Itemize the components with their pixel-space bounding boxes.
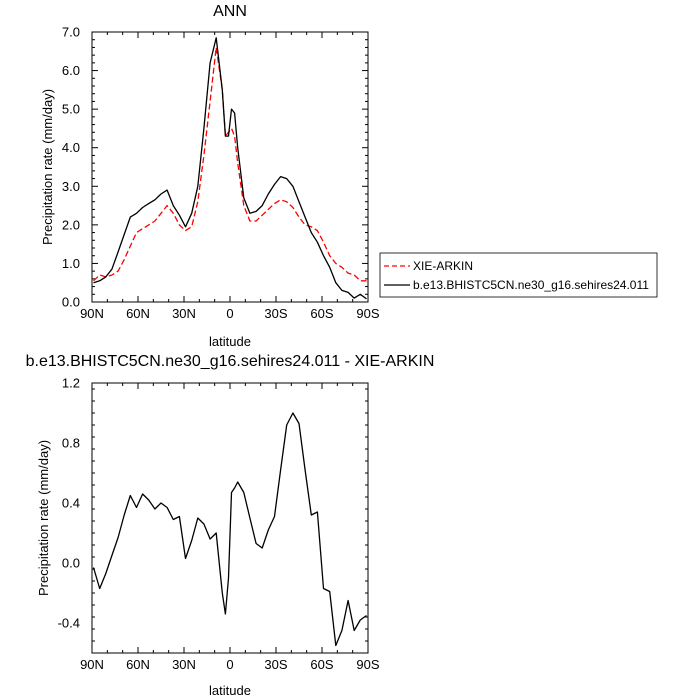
bottom-x-tick-label: 90N <box>80 657 104 672</box>
top-chart: ANN latitude Precipitation rate (mm/day)… <box>40 3 380 349</box>
top-series-lines <box>93 37 367 300</box>
top-y-tick-label: 3.0 <box>62 179 80 194</box>
bottom-y-ticks: -0.4 0.0 0.4 0.8 1.2 <box>58 376 368 654</box>
bottom-series-line-1 <box>92 412 367 647</box>
bottom-y-tick-label: 0.8 <box>62 436 80 451</box>
bottom-x-axis-label: latitude <box>209 683 251 698</box>
bottom-chart-title: b.e13.BHISTC5CN.ne30_g16.sehires24.011 -… <box>26 353 435 370</box>
top-y-axis-label: Precipitation rate (mm/day) <box>40 89 55 245</box>
top-chart-title: ANN <box>213 3 247 20</box>
bottom-x-tick-label: 30N <box>172 657 196 672</box>
bottom-x-tick-label: 0 <box>226 657 233 672</box>
top-x-ticks: 90N 60N 30N 0 30S 60S 90S <box>80 32 380 321</box>
top-x-tick-label: 60N <box>126 306 150 321</box>
bottom-y-tick-label: 1.2 <box>62 376 80 391</box>
bottom-x-ticks: 90N 60N 30N 0 30S 60S 90S <box>80 383 380 672</box>
top-x-tick-label: 30S <box>264 306 287 321</box>
legend-label-xie-arkin: XIE-ARKIN <box>413 259 473 273</box>
bottom-x-tick-label: 30S <box>264 657 287 672</box>
bottom-chart: b.e13.BHISTC5CN.ne30_g16.sehires24.011 -… <box>26 353 435 698</box>
top-series-line-2 <box>93 37 367 300</box>
bottom-y-tick-label: 0.0 <box>62 556 80 571</box>
top-series-line-1 <box>93 46 367 282</box>
bottom-y-tick-label: -0.4 <box>58 616 80 631</box>
top-y-tick-label: 7.0 <box>62 25 80 40</box>
top-y-tick-label: 5.0 <box>62 102 80 117</box>
bottom-x-tick-label: 90S <box>356 657 379 672</box>
top-x-tick-label: 90N <box>80 306 104 321</box>
top-x-tick-label: 60S <box>310 306 333 321</box>
bottom-x-tick-label: 60N <box>126 657 150 672</box>
legend-box <box>379 252 658 298</box>
top-y-tick-label: 0.0 <box>62 295 80 310</box>
top-y-tick-label: 6.0 <box>62 63 80 78</box>
bottom-y-axis-label: Precipitation rate (mm/day) <box>36 440 51 596</box>
bottom-series-lines <box>92 412 367 647</box>
top-y-ticks: 0.0 1.0 2.0 3.0 4.0 5.0 6.0 7.0 <box>62 25 368 310</box>
top-x-axis-label: latitude <box>209 334 251 349</box>
top-y-tick-label: 2.0 <box>62 217 80 232</box>
legend-label-model: b.e13.BHISTC5CN.ne30_g16.sehires24.011 <box>413 278 649 292</box>
bottom-y-tick-label: 0.4 <box>62 496 80 511</box>
bottom-x-tick-label: 60S <box>310 657 333 672</box>
legend: XIE-ARKIN b.e13.BHISTC5CN.ne30_g16.sehir… <box>379 252 658 298</box>
top-x-tick-label: 30N <box>172 306 196 321</box>
top-y-tick-label: 4.0 <box>62 140 80 155</box>
top-y-tick-label: 1.0 <box>62 256 80 271</box>
top-x-tick-label: 0 <box>226 306 233 321</box>
top-x-tick-label: 90S <box>356 306 379 321</box>
